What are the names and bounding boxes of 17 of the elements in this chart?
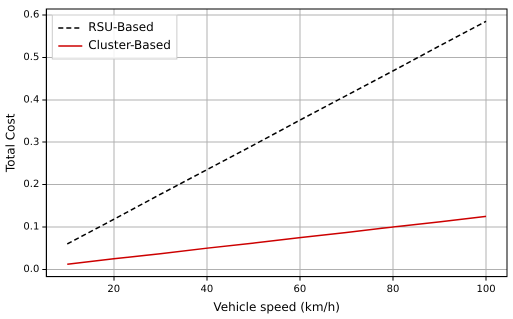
x-tick-label: 40 <box>200 284 214 296</box>
y-tick-label: 0.6 <box>23 10 40 21</box>
y-tick-label: 0.0 <box>23 264 40 275</box>
legend-label: Cluster-Based <box>88 38 171 52</box>
y-axis-title: Total Cost <box>3 113 18 174</box>
y-tick-label: 0.2 <box>23 179 40 190</box>
y-tick-label: 0.3 <box>23 136 40 148</box>
x-axis-title: Vehicle speed (km/h) <box>213 300 340 314</box>
x-tick-label: 60 <box>294 284 306 296</box>
y-tick-label: 0.5 <box>23 52 40 63</box>
x-tick-label: 20 <box>107 284 120 296</box>
legend-label: RSU-Based <box>88 20 154 34</box>
x-tick-label: 80 <box>386 284 400 296</box>
line-series <box>66 20 487 245</box>
y-tick-label: 0.1 <box>23 222 40 233</box>
x-tick-label: 100 <box>476 284 496 296</box>
y-tick-label: 0.4 <box>23 94 40 106</box>
